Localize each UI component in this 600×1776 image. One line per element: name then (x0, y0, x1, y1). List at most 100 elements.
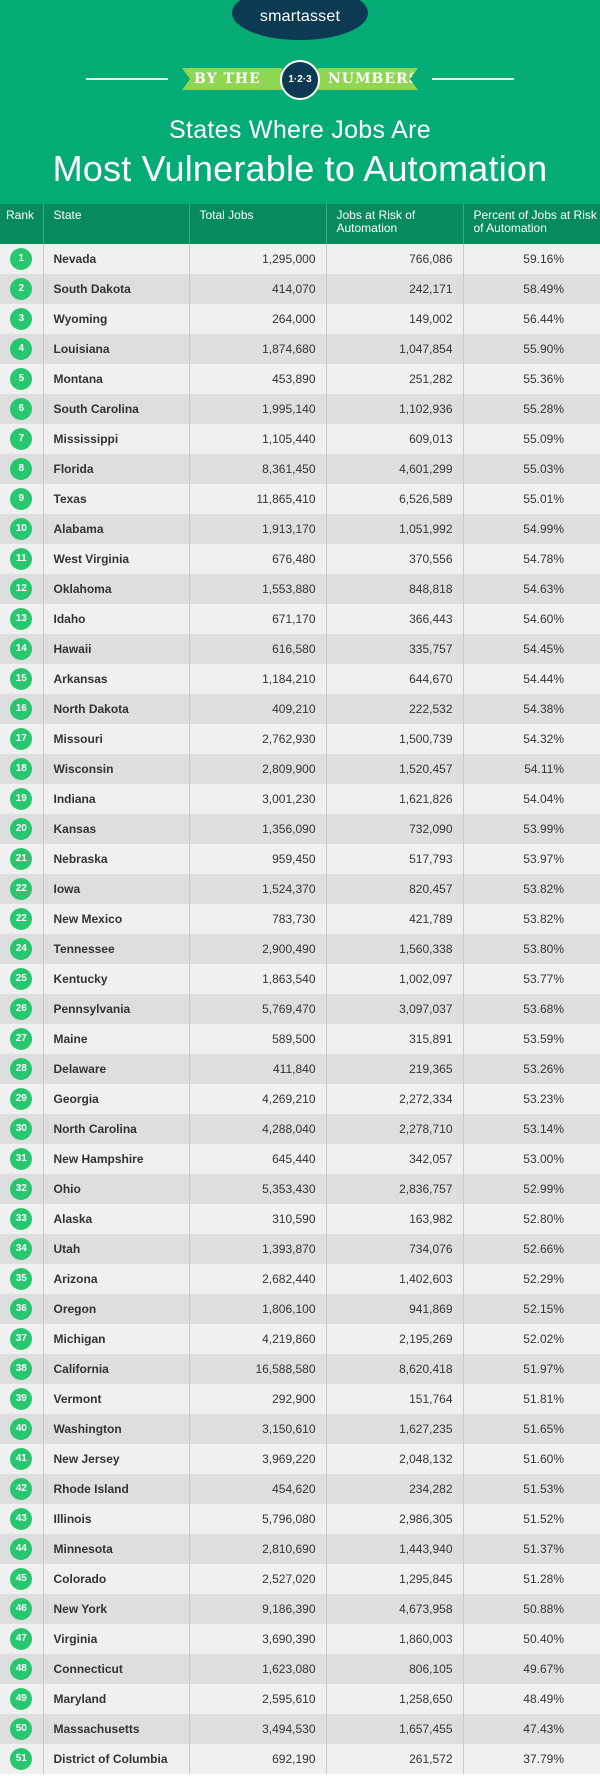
percent-at-risk-cell: 53.14% (463, 1114, 600, 1144)
jobs-at-risk-cell: 1,102,936 (326, 394, 464, 424)
jobs-at-risk-cell: 8,620,418 (326, 1354, 464, 1384)
table-row: 28 Delaware 411,840 219,365 53.26% (0, 1054, 600, 1084)
jobs-at-risk-cell: 370,556 (326, 544, 464, 574)
rank-badge: 45 (10, 1568, 33, 1590)
table-row: 11 West Virginia 676,480 370,556 54.78% (0, 544, 600, 574)
total-jobs-cell: 11,865,410 (189, 484, 327, 514)
rank-badge: 11 (10, 548, 33, 570)
jobs-at-risk-cell: 151,764 (326, 1384, 464, 1414)
total-jobs-cell: 3,001,230 (189, 784, 327, 814)
percent-at-risk-cell: 53.99% (463, 814, 600, 844)
table-row: 36 Oregon 1,806,100 941,869 52.15% (0, 1294, 600, 1324)
table-header-row: Rank State Total Jobs Jobs at Risk of Au… (0, 204, 600, 244)
percent-at-risk-cell: 54.60% (463, 604, 600, 634)
total-jobs-cell: 1,356,090 (189, 814, 327, 844)
table-row: 14 Hawaii 616,580 335,757 54.45% (0, 634, 600, 664)
rank-badge: 3 (10, 308, 33, 330)
rank-badge: 5 (10, 368, 33, 390)
rank-badge: 32 (10, 1178, 33, 1200)
table-row: 22 Iowa 1,524,370 820,457 53.82% (0, 874, 600, 904)
total-jobs-cell: 1,623,080 (189, 1654, 327, 1684)
state-cell: Iowa (43, 874, 190, 904)
rank-cell: 28 (0, 1054, 44, 1084)
rank-cell: 22 (0, 874, 44, 904)
total-jobs-cell: 3,690,390 (189, 1624, 327, 1654)
percent-at-risk-cell: 55.90% (463, 334, 600, 364)
rank-cell: 48 (0, 1654, 44, 1684)
percent-at-risk-cell: 56.44% (463, 304, 600, 334)
jobs-at-risk-cell: 820,457 (326, 874, 464, 904)
total-jobs-cell: 3,969,220 (189, 1444, 327, 1474)
jobs-at-risk-cell: 517,793 (326, 844, 464, 874)
total-jobs-cell: 2,809,900 (189, 754, 327, 784)
jobs-at-risk-cell: 2,195,269 (326, 1324, 464, 1354)
table-row: 32 Ohio 5,353,430 2,836,757 52.99% (0, 1174, 600, 1204)
table-row: 1 Nevada 1,295,000 766,086 59.16% (0, 244, 600, 274)
rank-badge: 39 (10, 1388, 33, 1410)
rank-badge: 1 (10, 248, 33, 270)
rank-cell: 44 (0, 1534, 44, 1564)
rank-badge: 21 (10, 848, 33, 870)
rank-badge: 48 (10, 1658, 33, 1680)
state-cell: Kansas (43, 814, 190, 844)
total-jobs-cell: 589,500 (189, 1024, 327, 1054)
percent-at-risk-cell: 54.99% (463, 514, 600, 544)
rank-badge: 7 (10, 428, 33, 450)
jobs-at-risk-cell: 1,560,338 (326, 934, 464, 964)
jobs-at-risk-cell: 1,860,003 (326, 1624, 464, 1654)
rank-badge: 49 (10, 1688, 33, 1710)
state-cell: Maryland (43, 1684, 190, 1714)
rank-cell: 18 (0, 754, 44, 784)
rank-cell: 21 (0, 844, 44, 874)
table-row: 47 Virginia 3,690,390 1,860,003 50.40% (0, 1624, 600, 1654)
rank-cell: 34 (0, 1234, 44, 1264)
percent-at-risk-cell: 51.52% (463, 1504, 600, 1534)
rank-cell: 19 (0, 784, 44, 814)
state-cell: California (43, 1354, 190, 1384)
rank-cell: 50 (0, 1714, 44, 1744)
table-row: 45 Colorado 2,527,020 1,295,845 51.28% (0, 1564, 600, 1594)
rank-cell: 4 (0, 334, 44, 364)
rank-badge: 50 (10, 1718, 33, 1740)
table-row: 17 Missouri 2,762,930 1,500,739 54.32% (0, 724, 600, 754)
percent-at-risk-cell: 53.00% (463, 1144, 600, 1174)
table-row: 33 Alaska 310,590 163,982 52.80% (0, 1204, 600, 1234)
state-cell: New Jersey (43, 1444, 190, 1474)
state-cell: Alaska (43, 1204, 190, 1234)
table-row: 18 Wisconsin 2,809,900 1,520,457 54.11% (0, 754, 600, 784)
percent-at-risk-cell: 50.88% (463, 1594, 600, 1624)
rank-cell: 16 (0, 694, 44, 724)
percent-at-risk-cell: 49.67% (463, 1654, 600, 1684)
rank-cell: 11 (0, 544, 44, 574)
rank-badge: 35 (10, 1268, 33, 1290)
percent-at-risk-cell: 55.01% (463, 484, 600, 514)
rank-badge: 43 (10, 1508, 33, 1530)
jobs-at-risk-cell: 1,500,739 (326, 724, 464, 754)
total-jobs-cell: 411,840 (189, 1054, 327, 1084)
percent-at-risk-cell: 52.02% (463, 1324, 600, 1354)
jobs-at-risk-cell: 1,258,650 (326, 1684, 464, 1714)
state-cell: South Dakota (43, 274, 190, 304)
total-jobs-cell: 409,210 (189, 694, 327, 724)
rank-cell: 32 (0, 1174, 44, 1204)
jobs-at-risk-cell: 1,627,235 (326, 1414, 464, 1444)
state-cell: Connecticut (43, 1654, 190, 1684)
percent-at-risk-cell: 59.16% (463, 244, 600, 274)
rank-cell: 6 (0, 394, 44, 424)
state-cell: Minnesota (43, 1534, 190, 1564)
rank-badge: 41 (10, 1448, 33, 1470)
state-cell: Wisconsin (43, 754, 190, 784)
percent-at-risk-cell: 53.23% (463, 1084, 600, 1114)
rank-badge: 47 (10, 1628, 33, 1650)
state-cell: North Carolina (43, 1114, 190, 1144)
jobs-at-risk-cell: 734,076 (326, 1234, 464, 1264)
rank-cell: 40 (0, 1414, 44, 1444)
total-jobs-cell: 2,595,610 (189, 1684, 327, 1714)
rank-badge: 2 (10, 278, 33, 300)
percent-at-risk-cell: 54.44% (463, 664, 600, 694)
table-row: 39 Vermont 292,900 151,764 51.81% (0, 1384, 600, 1414)
percent-at-risk-cell: 51.65% (463, 1414, 600, 1444)
jobs-at-risk-cell: 335,757 (326, 634, 464, 664)
rank-badge: 14 (10, 638, 33, 660)
rank-badge: 28 (10, 1058, 33, 1080)
